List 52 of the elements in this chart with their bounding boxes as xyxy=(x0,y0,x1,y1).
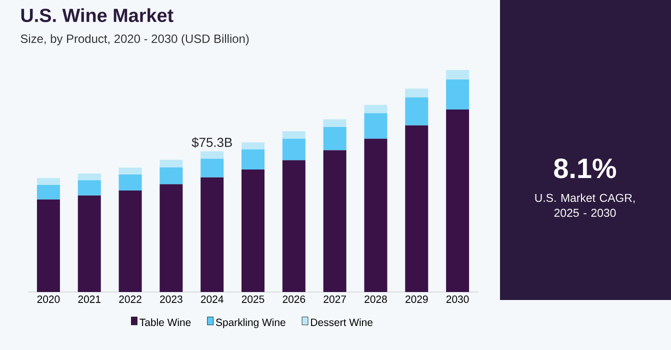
x-tick-label: 2027 xyxy=(324,296,346,303)
bar xyxy=(242,149,265,170)
x-tick-label: 2024 xyxy=(200,296,224,303)
bar xyxy=(118,168,142,174)
bar xyxy=(446,70,470,80)
chart-subtitle: Size, by Product, 2020 - 2030 (USD Billion) xyxy=(20,34,249,46)
bar xyxy=(160,184,183,292)
bar xyxy=(282,138,306,160)
bar xyxy=(160,160,183,168)
bar xyxy=(36,178,60,185)
bar xyxy=(118,174,142,191)
bar xyxy=(364,138,388,292)
bar xyxy=(200,158,224,178)
bar xyxy=(200,151,224,159)
bar xyxy=(405,97,428,126)
text: 8.1% xyxy=(554,158,616,178)
bar xyxy=(405,88,428,98)
x-tick-label: 2023 xyxy=(160,296,182,303)
bar xyxy=(200,177,224,292)
x-tick-label: 2025 xyxy=(242,296,264,303)
x-tick-label: 2030 xyxy=(446,296,469,303)
x-tick-label: 2028 xyxy=(364,296,387,303)
bar xyxy=(405,125,428,292)
bar xyxy=(446,79,470,110)
bar xyxy=(78,173,101,180)
bar xyxy=(323,150,346,292)
x-tick-label: 2029 xyxy=(406,296,428,303)
x-tick-label: 2022 xyxy=(119,296,142,303)
x-tick-label: 2020 xyxy=(37,296,60,303)
bar xyxy=(78,180,101,196)
bar xyxy=(282,160,306,292)
chart-title: U.S. Wine Market xyxy=(21,8,174,22)
legend-label: Table Wine xyxy=(140,318,191,326)
legend-label: Dessert Wine xyxy=(311,318,373,326)
x-tick-label: 2021 xyxy=(78,296,100,303)
bar xyxy=(242,142,265,150)
bar xyxy=(242,169,265,292)
bar xyxy=(118,190,142,292)
bar xyxy=(364,104,388,114)
bar xyxy=(364,113,388,139)
legend-label: Sparkling Wine xyxy=(216,318,286,328)
bar xyxy=(323,119,346,127)
bar xyxy=(323,126,346,150)
annotation: $75.3B xyxy=(192,137,232,148)
bar xyxy=(36,199,60,292)
text: U.S. Market CAGR, 2025 - 2030 xyxy=(535,194,635,217)
bar xyxy=(446,110,470,292)
bar xyxy=(160,167,183,184)
bar xyxy=(36,184,60,200)
bar xyxy=(282,131,306,139)
bar xyxy=(78,195,101,292)
x-tick-label: 2026 xyxy=(282,296,306,303)
